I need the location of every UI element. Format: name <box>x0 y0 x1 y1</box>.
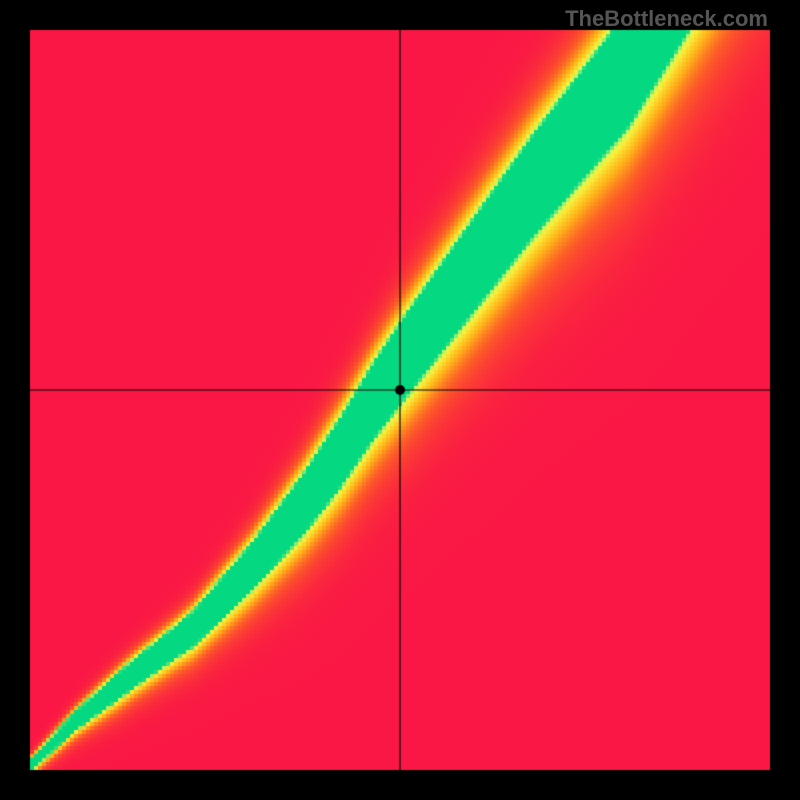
watermark-text: TheBottleneck.com <box>565 6 768 32</box>
chart-container: TheBottleneck.com <box>0 0 800 800</box>
heatmap-canvas <box>0 0 800 800</box>
